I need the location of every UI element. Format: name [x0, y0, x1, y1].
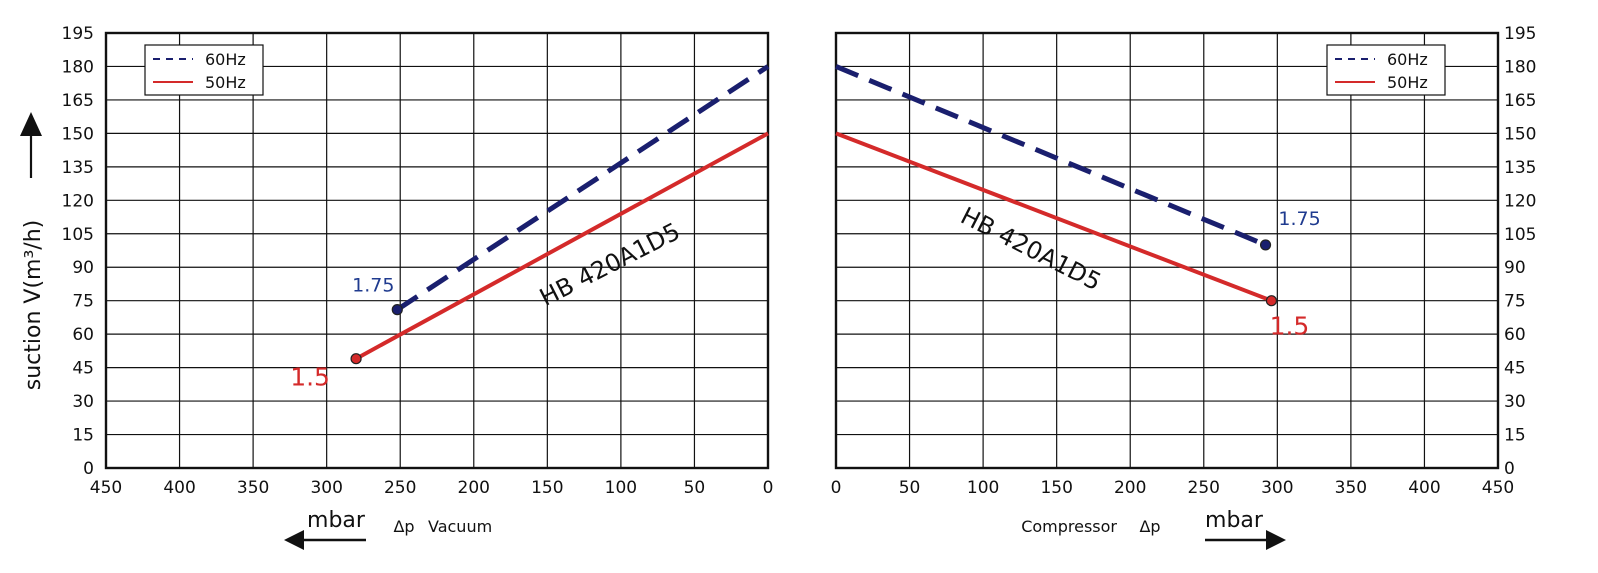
x-tick-label: 100	[967, 478, 999, 498]
plot-frame	[834, 31, 1500, 470]
x-axis-text-right: Compressor	[1021, 517, 1117, 536]
x-tick-label: 150	[531, 478, 563, 498]
series-end-label: 1.5	[290, 363, 330, 392]
series-end-point	[1265, 295, 1278, 307]
y-tick-label: 195	[62, 24, 94, 44]
x-axis-symbol-left: Δp	[393, 517, 414, 536]
legend-label: 60Hz	[1387, 50, 1428, 69]
y-tick-label: 150	[1504, 124, 1536, 144]
x-axis-title-left: mbar Δp Vacuum	[284, 508, 492, 550]
y-tick-label: 135	[1504, 158, 1536, 178]
y-tick-label: 45	[72, 359, 94, 379]
x-tick-label: 400	[163, 478, 195, 498]
y-tick-label: 30	[72, 392, 94, 412]
y-tick-label: 15	[72, 426, 94, 446]
y-tick-label: 15	[1504, 426, 1526, 446]
x-tick-label: 250	[1188, 478, 1220, 498]
y-tick-label: 180	[62, 57, 94, 77]
x-tick-label: 300	[1261, 478, 1293, 498]
x-axis-title-right: Compressor Δp mbar	[1021, 508, 1286, 550]
legend-label: 50Hz	[205, 73, 246, 92]
x-tick-label: 200	[1114, 478, 1146, 498]
y-tick-label: 30	[1504, 392, 1526, 412]
series-end-label: 1.75	[1278, 208, 1320, 230]
y-tick-label: 165	[62, 91, 94, 111]
y-tick-label: 105	[62, 225, 94, 245]
x-axis-unit-left: mbar	[307, 508, 366, 533]
y-tick-label: 0	[1504, 459, 1515, 479]
model-annotation: HB 420A1D5	[535, 217, 684, 312]
legend-box	[1326, 44, 1446, 96]
series-end-point	[391, 304, 403, 316]
y-axis-title-group: suction V(m³/h)	[20, 112, 46, 390]
series-end-point	[1259, 239, 1272, 251]
x-tick-label: 300	[310, 478, 342, 498]
series-end-label: 1.5	[1270, 312, 1310, 341]
legend-label: 50Hz	[1387, 73, 1428, 92]
x-tick-label: 400	[1408, 478, 1440, 498]
x-axis-arrow-left-head	[284, 530, 304, 550]
x-tick-label: 50	[899, 478, 921, 498]
y-tick-label: 45	[1504, 359, 1526, 379]
y-tick-label: 195	[1504, 24, 1536, 44]
legend-label: 60Hz	[205, 50, 246, 69]
x-tick-label: 0	[831, 478, 842, 498]
series-line-50hz	[355, 131, 769, 361]
x-tick-label: 350	[1335, 478, 1367, 498]
compressor-chart-panel: 0 50 100 150 200 250 300 350 400 4500153045607590…	[831, 24, 1537, 498]
y-tick-label: 75	[72, 292, 94, 312]
x-axis-symbol-right: Δp	[1139, 517, 1160, 536]
x-axis-unit-right: mbar	[1205, 508, 1264, 533]
y-tick-label: 60	[1504, 325, 1526, 345]
series-line-50hz	[835, 131, 1273, 303]
x-tick-label: 0	[763, 478, 774, 498]
series-end-point	[350, 353, 362, 365]
series-line-60hz	[835, 64, 1267, 248]
y-tick-label: 90	[72, 258, 94, 278]
y-tick-label: 165	[1504, 91, 1536, 111]
y-tick-label: 180	[1504, 57, 1536, 77]
legend: 60Hz 50Hz	[1326, 44, 1446, 96]
legend-box	[144, 44, 264, 96]
y-tick-label: 105	[1504, 225, 1536, 245]
y-tick-label: 90	[1504, 258, 1526, 278]
x-tick-label: 100	[605, 478, 637, 498]
x-axis-arrow-right-head	[1266, 530, 1286, 550]
x-tick-label: 200	[458, 478, 490, 498]
x-tick-label: 150	[1040, 478, 1072, 498]
model-annotation: HB 420A1D5	[956, 202, 1105, 297]
y-tick-label: 60	[72, 325, 94, 345]
y-tick-label: 120	[1504, 191, 1536, 211]
y-tick-label: 120	[62, 191, 94, 211]
series-end-label: 1.75	[352, 275, 394, 297]
vacuum-chart-panel: 450 400 350 300 250 200 150 100 50 0 0 15 30 45 60 75 90…	[62, 24, 774, 498]
y-tick-label: 75	[1504, 292, 1526, 312]
y-tick-label: 135	[62, 158, 94, 178]
x-tick-label: 450	[1482, 478, 1514, 498]
x-tick-label: 250	[384, 478, 416, 498]
x-axis-text-left: Vacuum	[428, 517, 492, 536]
x-tick-label: 350	[237, 478, 269, 498]
y-axis-title: suction V(m³/h)	[21, 220, 46, 390]
x-tick-label: 50	[684, 478, 706, 498]
y-tick-label: 0	[83, 459, 94, 479]
legend: 60Hz 50Hz	[144, 44, 264, 96]
y-tick-label: 150	[62, 124, 94, 144]
series-line-60hz	[395, 64, 770, 312]
x-tick-label: 450	[90, 478, 122, 498]
plot-frame	[104, 31, 770, 470]
y-axis-arrow-head	[20, 112, 42, 136]
